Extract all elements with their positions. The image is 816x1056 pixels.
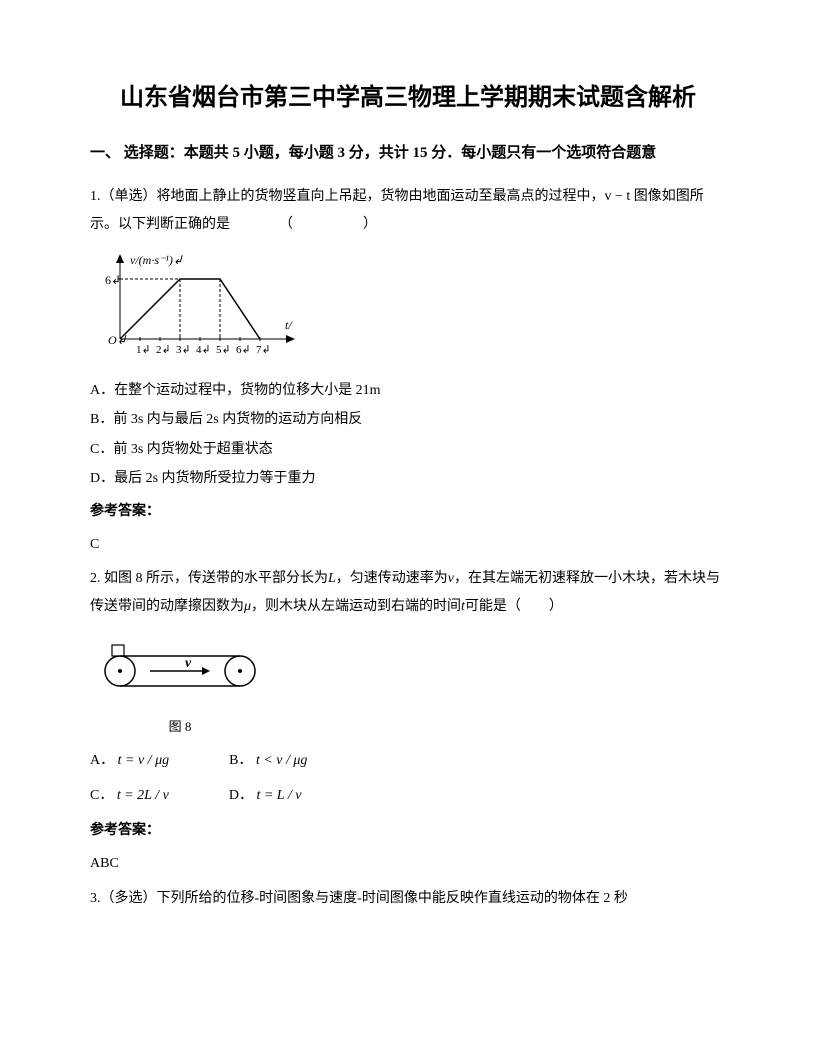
q2-option-b: B． t < v / μg: [229, 748, 307, 773]
q2-options-row2: C． t = 2L / v D． t = L / v: [90, 783, 726, 808]
svg-text:5↲: 5↲: [216, 344, 231, 356]
svg-text:2↲: 2↲: [156, 344, 171, 356]
q2-option-c: C． t = 2L / v: [90, 783, 169, 808]
q1-answer: C: [90, 532, 726, 557]
q2-option-d: D． t = L / v: [229, 783, 302, 808]
section-header: 一、 选择题：本题共 5 小题，每小题 3 分，共计 15 分．每小题只有一个选…: [90, 140, 726, 167]
svg-text:6↲: 6↲: [105, 273, 121, 287]
q1-option-a: A．在整个运动过程中，货物的位移大小是 21m: [90, 378, 726, 403]
q2-var-mu: μ: [244, 599, 251, 614]
svg-text:v/(m·s⁻¹)↲: v/(m·s⁻¹)↲: [130, 253, 183, 267]
q2-answer: ABC: [90, 851, 726, 876]
q2-figure: v 图 8: [90, 631, 726, 738]
question-2: 2. 如图 8 所示，传送带的水平部分长为L，匀速传动速率为v，在其左端无初速释…: [90, 565, 726, 876]
q1-option-b: B．前 3s 内与最后 2s 内货物的运动方向相反: [90, 407, 726, 432]
q2-options-row1: A． t = v / μg B． t < v / μg: [90, 748, 726, 773]
q2-optB-label: B．: [229, 753, 252, 768]
svg-text:6↲: 6↲: [236, 344, 251, 356]
q1-text: 1.（单选）将地面上静止的货物竖直向上吊起，货物由地面运动至最高点的过程中，v …: [90, 183, 726, 239]
q2-optB-formula: t < v / μg: [256, 753, 307, 768]
q2-optA-label: A．: [90, 753, 114, 768]
q2-option-a: A． t = v / μg: [90, 748, 169, 773]
q1-option-d: D．最后 2s 内货物所受拉力等于重力: [90, 466, 726, 491]
q2-text: 2. 如图 8 所示，传送带的水平部分长为L，匀速传动速率为v，在其左端无初速释…: [90, 565, 726, 621]
q2-optC-label: C．: [90, 788, 113, 803]
q2-text-2: ，匀速传动速率为: [336, 571, 448, 586]
q2-optC-formula: t = 2L / v: [117, 788, 169, 803]
svg-text:4↲: 4↲: [196, 344, 211, 356]
q1-option-c: C．前 3s 内货物处于超重状态: [90, 437, 726, 462]
q2-var-L: L: [328, 571, 336, 586]
q2-text-1: 2. 如图 8 所示，传送带的水平部分长为: [90, 571, 328, 586]
q2-text-5: 可能是（ ）: [465, 599, 563, 614]
svg-text:1↲: 1↲: [136, 344, 151, 356]
q1-answer-label: 参考答案：: [90, 499, 726, 524]
svg-text:t/: t/: [285, 318, 293, 332]
q2-optA-formula: t = v / μg: [118, 753, 169, 768]
svg-text:v: v: [185, 656, 192, 671]
page-title: 山东省烟台市第三中学高三物理上学期期末试题含解析: [90, 80, 726, 116]
q3-text: 3.（多选）下列所给的位移-时间图象与速度-时间图像中能反映作直线运动的物体在 …: [90, 885, 726, 913]
question-1: 1.（单选）将地面上静止的货物竖直向上吊起，货物由地面运动至最高点的过程中，v …: [90, 183, 726, 557]
q2-text-4: ，则木块从左端运动到右端的时间: [251, 599, 461, 614]
svg-text:3↲: 3↲: [176, 344, 191, 356]
q2-answer-label: 参考答案：: [90, 818, 726, 843]
q2-optD-label: D．: [229, 788, 253, 803]
q2-fig-label: 图 8: [90, 715, 270, 738]
q2-optD-formula: t = L / v: [256, 788, 301, 803]
question-3: 3.（多选）下列所给的位移-时间图象与速度-时间图像中能反映作直线运动的物体在 …: [90, 885, 726, 913]
svg-text:7↲: 7↲: [256, 344, 271, 356]
q1-graph: v/(m·s⁻¹)↲ 6↲ O↲ 1↲ 2↲ 3↲ 4↲ 5↲ 6↲ 7↲ t/: [90, 249, 726, 368]
